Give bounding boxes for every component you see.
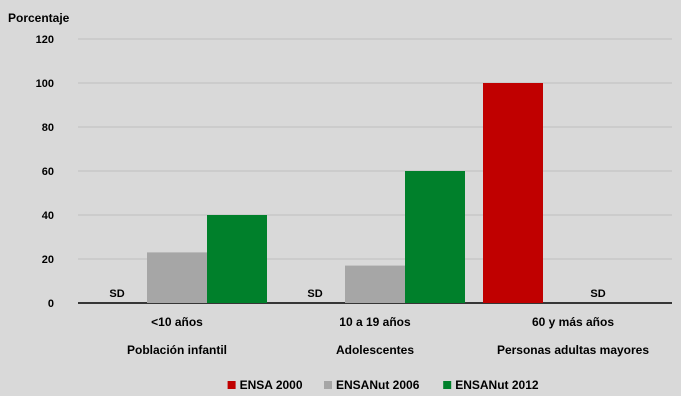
group-label: Población infantil bbox=[127, 343, 227, 357]
legend-entry: ENSANut 2006 bbox=[336, 378, 420, 392]
bar bbox=[483, 83, 543, 303]
legend-swatch bbox=[324, 381, 332, 389]
y-tick-label: 80 bbox=[42, 122, 54, 134]
bars bbox=[147, 83, 543, 303]
legend-entry: ENSANut 2012 bbox=[455, 378, 539, 392]
category-label: 10 a 19 años bbox=[339, 315, 411, 329]
legend-swatch bbox=[227, 381, 236, 389]
category-labels: <10 años Población infantil 10 a 19 años Ad… bbox=[127, 315, 649, 357]
group-label: Adolescentes bbox=[336, 343, 414, 357]
group-label: Personas adultas mayores bbox=[497, 343, 649, 357]
legend: ENSA 2000 ENSANut 2006 ENSANut 2012 bbox=[227, 378, 539, 392]
y-axis-label: Porcentaje bbox=[8, 11, 70, 25]
missing-data-label: SD bbox=[307, 288, 322, 300]
y-tick-label: 100 bbox=[36, 78, 54, 90]
bar bbox=[405, 171, 465, 303]
y-tick-label: 0 bbox=[48, 298, 54, 310]
category-label: 60 y más años bbox=[532, 315, 614, 329]
bar bbox=[147, 252, 207, 303]
missing-data-label: SD bbox=[590, 288, 605, 300]
legend-swatch bbox=[443, 381, 452, 389]
y-tick-label: 40 bbox=[42, 210, 54, 222]
legend-entry: ENSA 2000 bbox=[240, 378, 303, 392]
y-tick-label: 60 bbox=[42, 166, 54, 178]
bar bbox=[207, 215, 267, 303]
y-tick-label: 20 bbox=[42, 254, 54, 266]
category-label: <10 años bbox=[151, 315, 203, 329]
y-tick-label: 120 bbox=[36, 34, 54, 46]
y-tick-labels: 0 20 40 60 80 100 120 bbox=[36, 34, 54, 310]
bar bbox=[345, 265, 405, 303]
missing-labels: SD SD SD bbox=[109, 288, 605, 300]
missing-data-label: SD bbox=[109, 288, 124, 300]
